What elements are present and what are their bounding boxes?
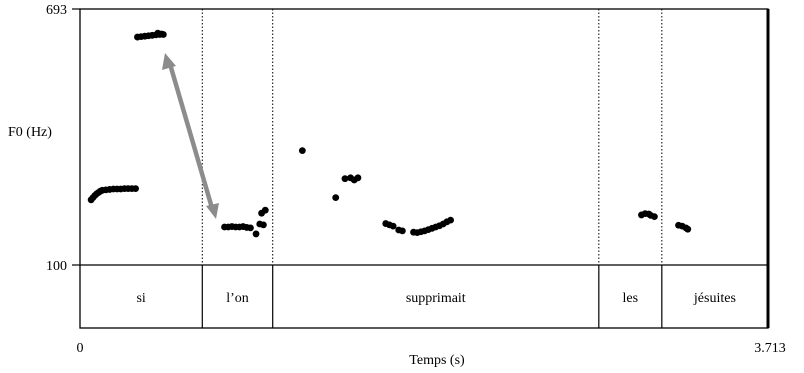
f0-points xyxy=(87,29,692,238)
f0-point-0-34 xyxy=(252,230,260,238)
interval-label-3: les xyxy=(623,291,639,306)
plot-frame xyxy=(79,8,769,329)
x-axis-label: Temps (s) xyxy=(409,353,465,368)
f0-point-0-15 xyxy=(132,185,139,192)
interval-labels: si l’on supprimait les jésuites xyxy=(136,291,735,306)
f0-point-0-47 xyxy=(389,222,397,230)
y-tick-label-min: 100 xyxy=(46,259,67,274)
f0-point-0-65 xyxy=(651,213,658,221)
f0-point-0-36 xyxy=(260,221,267,229)
annotation-arrow xyxy=(162,53,219,219)
interval-boundaries xyxy=(201,9,663,328)
x-tick-label-max: 3.713 xyxy=(754,341,786,356)
x-tick-label-min: 0 xyxy=(77,341,84,356)
interval-label-1: l’on xyxy=(226,291,249,306)
f0-point-0-33 xyxy=(247,224,254,232)
f0-point-0-38 xyxy=(261,206,269,214)
f0-point-0-39 xyxy=(298,147,306,154)
f0-point-0-69 xyxy=(684,225,692,233)
f0-point-0-41 xyxy=(341,175,349,183)
f0-point-0-60 xyxy=(447,216,454,224)
interval-label-2: supprimait xyxy=(406,291,466,306)
interval-label-0: si xyxy=(136,291,145,306)
y-axis-label: F0 (Hz) xyxy=(8,125,52,140)
interval-label-4: jésuites xyxy=(693,291,736,306)
f0-point-0-44 xyxy=(354,174,362,182)
f0-point-0-25 xyxy=(159,31,167,38)
y-tick-label-max: 693 xyxy=(46,3,67,18)
f0-point-0-49 xyxy=(399,227,406,235)
f0-point-0-40 xyxy=(332,194,340,202)
